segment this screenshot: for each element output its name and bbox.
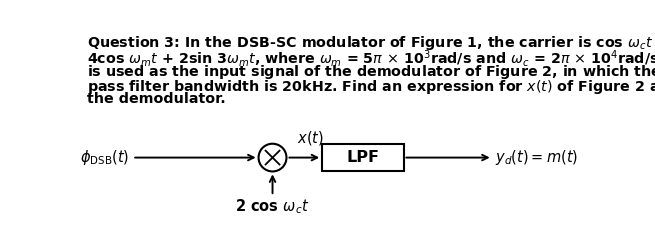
Text: is used as the input signal of the demodulator of Figure 2, in which the carrier: is used as the input signal of the demod… xyxy=(87,63,655,81)
Text: $\phi_{\mathrm{DSB}}(t)$: $\phi_{\mathrm{DSB}}(t)$ xyxy=(80,148,129,167)
Text: 2 cos $\omega_c t$: 2 cos $\omega_c t$ xyxy=(235,198,310,216)
Text: pass filter bandwidth is 20kHz. Find an expression for $x(t)$ of Figure 2 and fo: pass filter bandwidth is 20kHz. Find an … xyxy=(87,77,655,95)
Text: the demodulator.: the demodulator. xyxy=(87,92,226,106)
FancyBboxPatch shape xyxy=(322,145,403,171)
Text: LPF: LPF xyxy=(346,150,379,165)
Text: $y_d(t) = m(t)$: $y_d(t) = m(t)$ xyxy=(495,148,578,167)
Text: $x(t)$: $x(t)$ xyxy=(297,129,324,147)
Text: Question 3: In the DSB-SC modulator of Figure 1, the carrier is cos $\omega_c t$: Question 3: In the DSB-SC modulator of F… xyxy=(87,34,655,52)
Text: 4cos $\omega_m t$ + 2sin 3$\omega_m t$, where $\omega_m$ = 5$\pi$ $\times$ 10$^3: 4cos $\omega_m t$ + 2sin 3$\omega_m t$, … xyxy=(87,48,655,70)
